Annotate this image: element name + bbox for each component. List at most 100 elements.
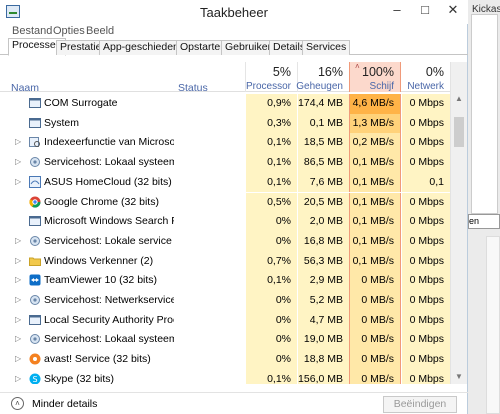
- memory-value: 5,2 MB: [297, 291, 349, 311]
- process-row[interactable]: ▷ Servicehost: Netwerkservice (4) 0%5,2 MB…: [0, 291, 450, 311]
- process-row[interactable]: ▷ S Skype (32 bits) 0,1% 156,0 MB 0 MB/s 0 Mbp…: [0, 369, 450, 384]
- network-value: 0 Mbps: [401, 231, 450, 252]
- end-task-button[interactable]: Beëindigen: [383, 396, 457, 413]
- process-row[interactable]: COM Surrogate 0,9% 174,4 MB 4,6 MB/s 0 Mbps: [0, 94, 450, 114]
- scroll-up-icon[interactable]: ▲: [455, 94, 463, 103]
- background-button[interactable]: en: [468, 214, 500, 229]
- disk-value: 0,1 MB/s: [349, 212, 401, 232]
- process-row[interactable]: ▷ Servicehost: Lokaal systeem (16) 0%19,0 …: [0, 330, 450, 351]
- column-cpu[interactable]: 5% Processor: [245, 62, 297, 92]
- process-row[interactable]: ▷ Windows Verkenner (2) 0,7% 56,3 MB 0,1 MB/…: [0, 251, 450, 272]
- expand-chevron-icon[interactable]: ▷: [15, 295, 22, 304]
- cpu-total: 5%: [272, 65, 291, 79]
- tab-details[interactable]: Details: [269, 40, 310, 55]
- column-name-label: Naam: [11, 82, 40, 94]
- svg-text:S: S: [32, 375, 37, 384]
- process-row[interactable]: ▷ ASUS HomeCloud (32 bits) 0,1% 7,6 MB 0,1 M…: [0, 172, 450, 208]
- expand-chevron-icon[interactable]: ▷: [15, 235, 22, 245]
- process-list: COM Surrogate 0,9% 174,4 MB 4,6 MB/s 0 Mbps S…: [0, 94, 450, 384]
- memory-value: 18,8 MB: [297, 350, 349, 370]
- minimize-button[interactable]: –: [393, 2, 401, 17]
- tab-app-geschiedenis[interactable]: App-geschiedenis: [99, 40, 191, 55]
- chevron-up-icon[interactable]: ˄: [11, 397, 24, 410]
- memory-value: 2,9 MB: [297, 271, 349, 291]
- process-row[interactable]: ▷ Local Security Authority Process... 0%4,…: [0, 310, 450, 331]
- column-divider: [297, 62, 298, 92]
- memory-value: 86,5 MB: [297, 153, 349, 173]
- process-name: Google Chrome (32 bits): [44, 195, 159, 208]
- network-value: 0 Mbps: [401, 133, 450, 154]
- fewer-details-link[interactable]: Minder details: [32, 398, 98, 410]
- column-disk[interactable]: ˄ 100% Schijf: [349, 62, 401, 92]
- process-name: avast! Service (32 bits): [44, 353, 151, 366]
- process-row[interactable]: Google Chrome (32 bits) 0,5% 20,5 MB 0,1 MB…: [0, 192, 450, 213]
- expand-chevron-icon[interactable]: ▷: [15, 255, 22, 265]
- scrollbar-thumb[interactable]: [454, 117, 464, 147]
- tab-opstarten[interactable]: Opstarten: [176, 40, 231, 55]
- disk-value: 0,1 MB/s: [349, 172, 401, 193]
- cpu-value: 0%: [245, 310, 297, 331]
- memory-value: 56,3 MB: [297, 251, 349, 272]
- window-icon: [29, 314, 41, 326]
- network-value: 0 Mbps: [401, 153, 450, 173]
- disk-value: 0 MB/s: [349, 330, 401, 351]
- process-row[interactable]: System 0,3% 0,1 MB 1,3 MB/s 0 Mbps: [0, 113, 450, 134]
- memory-value: 20,5 MB: [297, 192, 349, 213]
- process-row[interactable]: ▷ Servicehost: Lokaal systeem (ne... 0,1%8…: [0, 153, 450, 173]
- network-value: 0 Mbps: [401, 192, 450, 213]
- memory-value: 18,5 MB: [297, 133, 349, 154]
- column-network[interactable]: 0% Netwerk: [401, 62, 450, 92]
- expand-chevron-icon[interactable]: ▷: [15, 176, 22, 186]
- background-window-title: Kickass: [472, 4, 500, 15]
- network-value: 0 Mbps: [401, 291, 450, 311]
- network-value: 0 Mbps: [401, 251, 450, 272]
- avast-icon: [29, 353, 41, 365]
- close-button[interactable]: ✕: [447, 2, 459, 17]
- menu-bar: Bestand Opties Beeld: [0, 24, 468, 39]
- expand-chevron-icon[interactable]: ▷: [15, 157, 22, 167]
- scroll-down-icon[interactable]: ▼: [455, 372, 463, 381]
- disk-value: 0 MB/s: [349, 350, 401, 370]
- network-value: 0,1 Mbps: [401, 172, 450, 208]
- sort-chevron-icon: ˄: [355, 62, 360, 71]
- expand-chevron-icon[interactable]: ▷: [15, 354, 22, 364]
- process-row[interactable]: ▷ TeamViewer 10 (32 bits) 0,1% 2,9 MB 0 MB/s…: [0, 271, 450, 291]
- gear-icon: [29, 235, 41, 247]
- column-header: Naam Status 5% Processor 16% Geheugen ˄ …: [0, 62, 450, 94]
- network-value: 0 Mbps: [401, 113, 450, 134]
- disk-value: 4,6 MB/s: [349, 94, 401, 114]
- process-row[interactable]: ▷ Servicehost: Lokale service (net... 0%16…: [0, 231, 450, 252]
- process-name: Servicehost: Netwerkservice (4): [44, 294, 174, 306]
- menu-beeld[interactable]: Beeld: [86, 25, 115, 37]
- process-row[interactable]: ▷ avast! Service (32 bits) 0% 18,8 MB 0 MB/s…: [0, 350, 450, 370]
- memory-total: 16%: [317, 65, 343, 79]
- vertical-scrollbar[interactable]: ▲ ▼: [450, 62, 467, 384]
- process-name: Indexeerfunctie van Microsoft ...: [44, 136, 174, 149]
- disk-value: 0 MB/s: [349, 369, 401, 384]
- memory-value: 156,0 MB: [297, 369, 349, 384]
- tab-services[interactable]: Services: [302, 40, 351, 55]
- expand-chevron-icon[interactable]: ▷: [15, 137, 22, 147]
- disk-value: 0 MB/s: [349, 271, 401, 291]
- menu-bestand[interactable]: Bestand: [12, 25, 53, 37]
- process-name: Local Security Authority Process...: [44, 313, 174, 326]
- maximize-button[interactable]: □: [421, 2, 429, 17]
- tab-gebruikers[interactable]: Gebruikers: [221, 40, 281, 55]
- cpu-value: 0%: [245, 231, 297, 252]
- tab-prestaties[interactable]: Prestaties: [56, 40, 111, 55]
- process-row[interactable]: Microsoft Windows Search Prot... 0%2,0 MB…: [0, 212, 450, 232]
- menu-opties[interactable]: Opties: [53, 25, 85, 37]
- background-panel: [471, 14, 498, 214]
- column-name[interactable]: Naam: [0, 62, 175, 94]
- expand-chevron-icon[interactable]: ▷: [15, 314, 22, 324]
- process-name: Servicehost: Lokaal systeem (16): [44, 333, 174, 346]
- expand-chevron-icon[interactable]: ▷: [15, 334, 22, 344]
- process-row[interactable]: ▷ Indexeerfunctie van Microsoft ... 0,1%18…: [0, 133, 450, 154]
- expand-chevron-icon[interactable]: ▷: [15, 275, 22, 285]
- column-status[interactable]: Status: [175, 62, 245, 94]
- cpu-value: 0,1%: [245, 271, 297, 291]
- expand-chevron-icon[interactable]: ▷: [15, 373, 22, 383]
- tab-processen[interactable]: Processen: [8, 38, 66, 56]
- column-memory[interactable]: 16% Geheugen: [296, 62, 349, 92]
- network-value: 0 Mbps: [401, 94, 450, 114]
